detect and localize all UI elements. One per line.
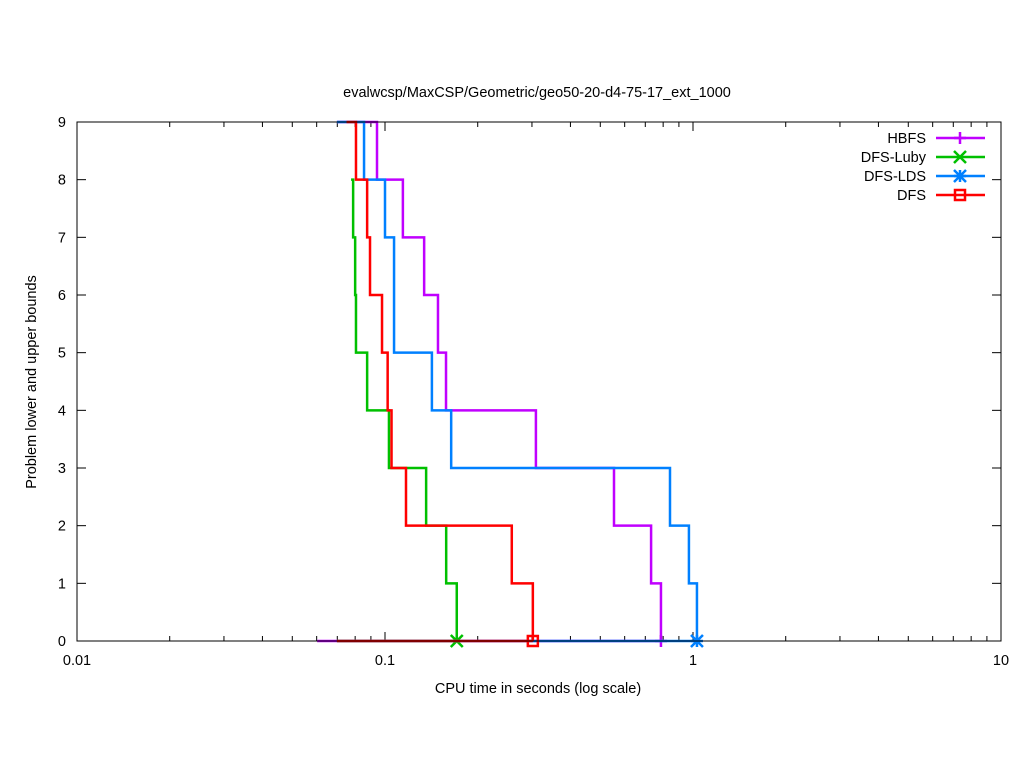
y-tick-label: 0 [58, 634, 66, 650]
y-tick-label: 4 [58, 403, 66, 419]
y-tick-label: 5 [58, 346, 66, 362]
legend-marker [953, 150, 967, 164]
legend-label: HBFS [887, 131, 926, 147]
y-tick-label: 9 [58, 115, 66, 131]
y-tick-label: 1 [58, 576, 66, 592]
legend-marker [954, 132, 966, 144]
series-upper-bound-DFS [346, 120, 535, 641]
x-tick-label: 1 [689, 653, 697, 669]
x-axis-label: CPU time in seconds (log scale) [435, 681, 641, 697]
y-tick-label: 3 [58, 461, 66, 477]
y-tick-label: 7 [58, 230, 66, 246]
legend-marker [953, 169, 967, 183]
y-axis-label: Problem lower and upper bounds [24, 275, 40, 489]
legend-label: DFS [897, 188, 926, 204]
x-tick-label: 0.01 [63, 653, 91, 669]
legend-marker [953, 188, 967, 202]
series-upper-bound-HBFS [336, 120, 663, 641]
x-tick-label: 10 [993, 653, 1009, 669]
series-upper-bound-DFS-Luby [351, 178, 459, 641]
y-tick-label: 8 [58, 173, 66, 189]
y-tick-label: 2 [58, 519, 66, 535]
series-upper-bound-DFS-LDS [336, 120, 699, 641]
chart-title: evalwcsp/MaxCSP/Geometric/geo50-20-d4-75… [343, 85, 731, 101]
plot-frame [76, 121, 1002, 642]
legend-label: DFS-Luby [861, 150, 927, 166]
legend-label: DFS-LDS [864, 169, 926, 185]
x-tick-label: 0.1 [375, 653, 395, 669]
y-tick-label: 6 [58, 288, 66, 304]
